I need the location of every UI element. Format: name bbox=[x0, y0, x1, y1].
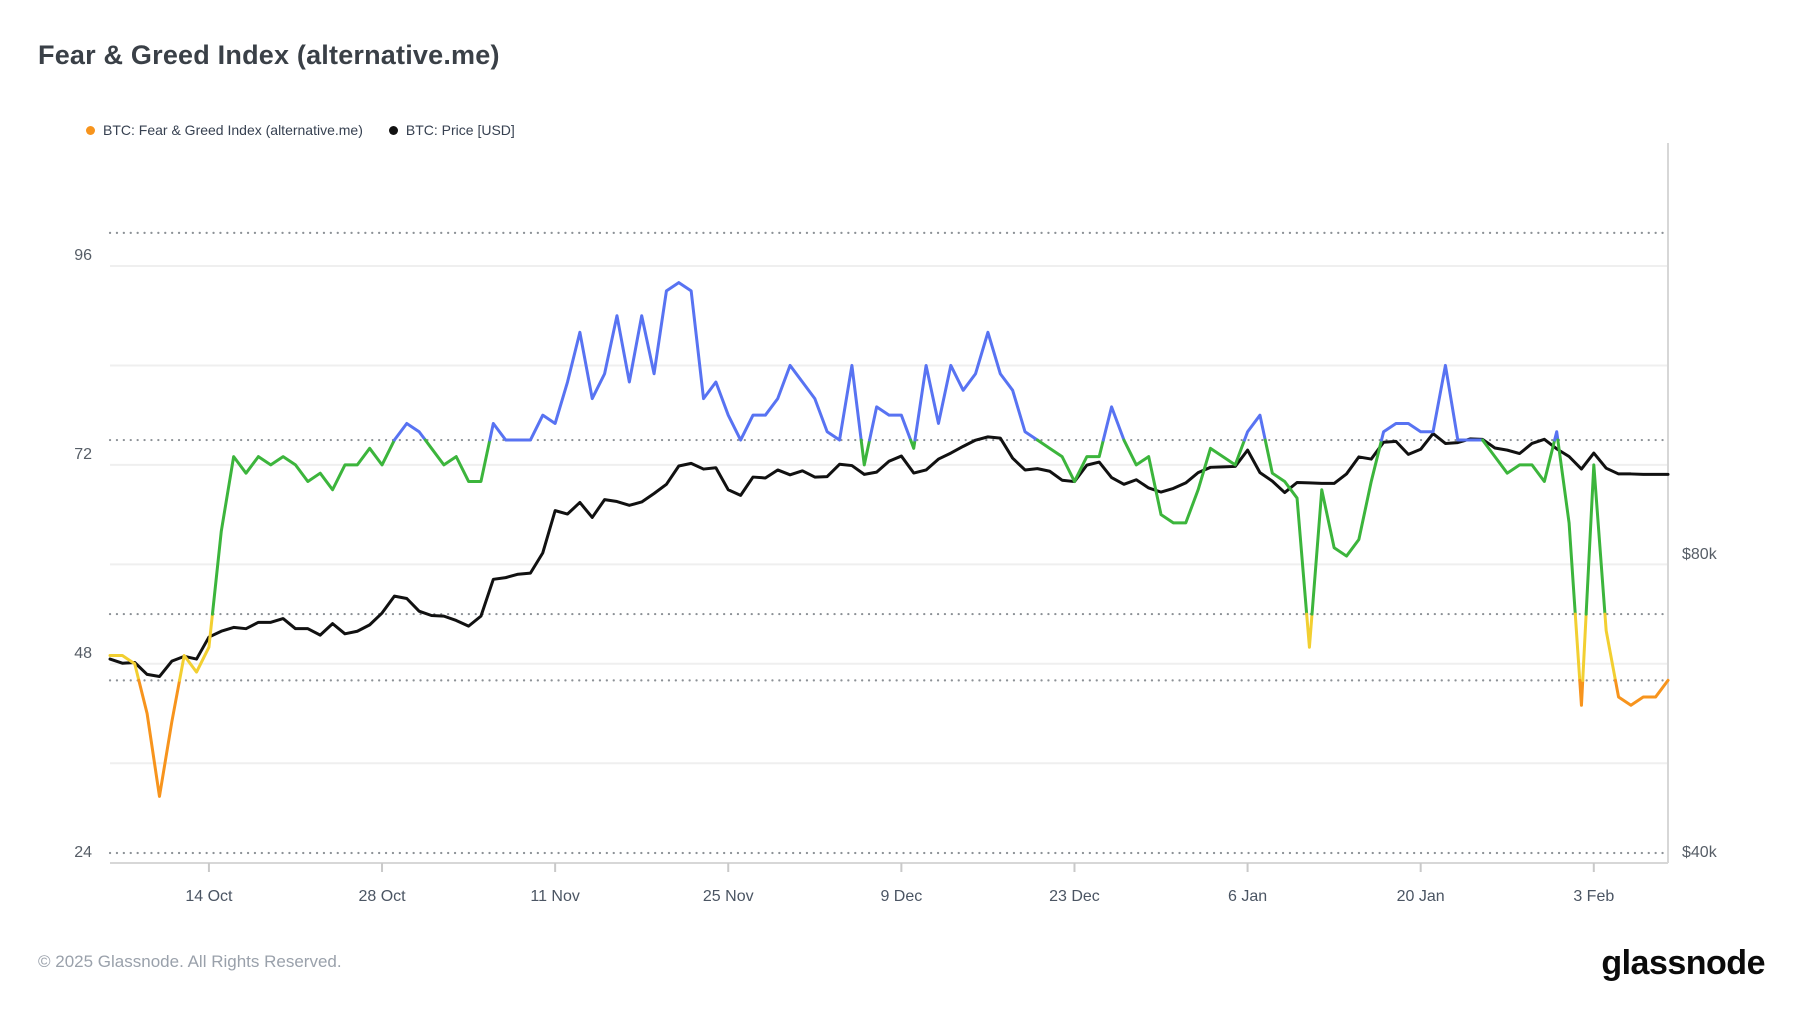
glassnode-logo: glassnode bbox=[1601, 944, 1765, 982]
x-tick-9-dec: 9 Dec bbox=[880, 888, 923, 905]
legend-label-fear-greed: BTC: Fear & Greed Index (alternative.me) bbox=[103, 122, 363, 138]
x-tick-6-jan: 6 Jan bbox=[1228, 888, 1268, 905]
fear-greed-legend-dot-icon bbox=[86, 125, 95, 135]
page-title: Fear & Greed Index (alternative.me) bbox=[38, 40, 500, 70]
y-left-tick-72: 72 bbox=[74, 445, 92, 463]
y-left-tick-96: 96 bbox=[74, 247, 92, 264]
y-left-tick-48: 48 bbox=[74, 644, 92, 662]
legend-item-price[interactable]: BTC: Price [USD] bbox=[388, 122, 515, 138]
x-tick-14-oct: 14 Oct bbox=[185, 888, 233, 905]
x-tick-11-nov: 11 Nov bbox=[530, 888, 580, 905]
x-tick-23-dec: 23 Dec bbox=[1049, 888, 1100, 905]
legend-item-fear-greed[interactable]: BTC: Fear & Greed Index (alternative.me) bbox=[86, 122, 363, 138]
x-tick-20-jan: 20 Jan bbox=[1396, 888, 1445, 905]
dotted-gridlines bbox=[108, 231, 1670, 855]
legend-label-price: BTC: Price [USD] bbox=[405, 122, 515, 138]
axes-frame bbox=[110, 143, 1669, 872]
x-tick-3-feb: 3 Feb bbox=[1573, 888, 1615, 905]
light-gridlines bbox=[110, 265, 1668, 765]
x-tick-28-oct: 28 Oct bbox=[358, 888, 406, 905]
y-left-tick-24: 24 bbox=[74, 843, 92, 861]
btc-price-line bbox=[108, 432, 1670, 679]
fear-greed-line bbox=[108, 281, 1670, 798]
y-right-tick-40k: $40k bbox=[1682, 844, 1717, 861]
legend: BTC: Fear & Greed Index (alternative.me)… bbox=[86, 121, 541, 139]
copyright-text: © 2025 Glassnode. All Rights Reserved. bbox=[38, 952, 342, 971]
y-right-tick-80k: $80k bbox=[1682, 546, 1717, 563]
x-tick-25-nov: 25 Nov bbox=[702, 888, 754, 905]
price-legend-dot-icon bbox=[388, 125, 398, 135]
